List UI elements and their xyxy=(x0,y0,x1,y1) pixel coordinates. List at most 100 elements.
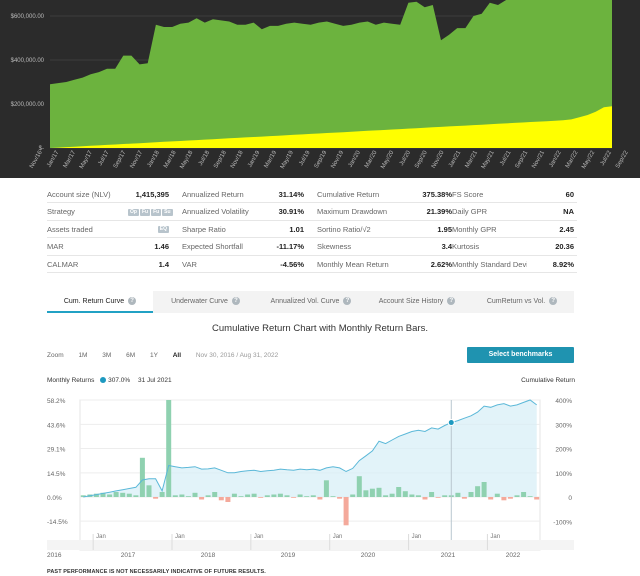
monthly-return-bar[interactable] xyxy=(488,497,494,500)
help-icon[interactable]: ? xyxy=(447,297,456,306)
monthly-return-bar[interactable] xyxy=(271,494,277,498)
monthly-return-bar[interactable] xyxy=(468,492,474,497)
monthly-return-bar[interactable] xyxy=(363,490,369,497)
monthly-return-bar[interactable] xyxy=(376,487,382,497)
top-x-tick-label: May/17 xyxy=(79,149,94,170)
monthly-return-bar[interactable] xyxy=(396,487,402,497)
zoom-1y-button[interactable]: 1Y xyxy=(149,352,158,359)
monthly-return-bar[interactable] xyxy=(245,494,251,498)
top-x-tick-label: Mar/19 xyxy=(264,149,279,169)
monthly-return-bar[interactable] xyxy=(475,486,481,497)
x-axis-year-label: 2018 xyxy=(201,552,216,559)
monthly-return-bar[interactable] xyxy=(304,496,310,497)
monthly-return-bar[interactable] xyxy=(527,496,533,497)
monthly-return-bar[interactable] xyxy=(205,495,211,497)
top-x-tick-label: May/18 xyxy=(179,149,194,170)
help-icon[interactable]: ? xyxy=(128,297,137,306)
monthly-return-bar[interactable] xyxy=(107,494,113,498)
monthly-return-bar[interactable] xyxy=(146,485,152,497)
monthly-return-bar[interactable] xyxy=(507,497,513,499)
top-x-tick-label: Jan/20 xyxy=(348,149,363,168)
top-y-tick-label: $600,000.00 xyxy=(11,14,45,20)
monthly-return-bar[interactable] xyxy=(534,497,540,500)
monthly-return-bar[interactable] xyxy=(369,488,375,497)
monthly-return-bar[interactable] xyxy=(166,400,172,497)
monthly-return-bar[interactable] xyxy=(120,492,126,497)
monthly-return-bar[interactable] xyxy=(258,497,264,498)
monthly-return-bar[interactable] xyxy=(383,495,389,497)
monthly-return-bar[interactable] xyxy=(80,495,86,497)
left-axis-tick: 58.2% xyxy=(47,398,66,405)
monthly-return-bar[interactable] xyxy=(113,492,119,497)
zoom-6m-button[interactable]: 6M xyxy=(126,352,136,359)
date-range[interactable]: Nov 30, 2016 / Aug 31, 2022 xyxy=(195,352,279,359)
monthly-return-bar[interactable] xyxy=(284,495,290,497)
legend-cumulative-return[interactable]: Cumulative Return xyxy=(521,377,575,384)
monthly-return-bar[interactable] xyxy=(192,492,198,497)
navigator-strip[interactable] xyxy=(47,540,574,550)
top-x-tick-label: Nov/18 xyxy=(230,149,245,169)
legend-monthly-returns[interactable]: Monthly Returns xyxy=(47,377,95,384)
tab-cum-return-curve[interactable]: Cum. Return Curve? xyxy=(47,291,153,313)
monthly-return-bar[interactable] xyxy=(389,493,395,497)
zoom-3m-button[interactable]: 3M xyxy=(102,352,112,359)
tab-account-size-history[interactable]: Account Size History? xyxy=(364,291,470,313)
monthly-return-bar[interactable] xyxy=(343,497,349,526)
monthly-return-bar[interactable] xyxy=(514,495,520,497)
monthly-return-bar[interactable] xyxy=(461,497,467,499)
monthly-return-bar[interactable] xyxy=(93,493,99,497)
monthly-return-bar[interactable] xyxy=(100,492,106,497)
monthly-return-bar[interactable] xyxy=(225,497,231,502)
monthly-return-bar[interactable] xyxy=(251,493,257,497)
monthly-return-bar[interactable] xyxy=(337,497,343,499)
help-icon[interactable]: ? xyxy=(231,297,240,306)
monthly-return-bar[interactable] xyxy=(212,492,218,497)
series-marker-point[interactable] xyxy=(447,419,455,427)
monthly-return-bar[interactable] xyxy=(199,497,205,500)
select-benchmarks-button[interactable]: Select benchmarks xyxy=(467,347,574,363)
tab-cumreturn-vs-vol[interactable]: CumReturn vs Vol.? xyxy=(470,291,574,313)
x-axis-year-label: 2016 xyxy=(47,552,62,559)
stat-label: Assets traded xyxy=(47,224,93,234)
monthly-return-bar[interactable] xyxy=(481,482,487,497)
monthly-return-bar[interactable] xyxy=(179,494,185,498)
monthly-return-bar[interactable] xyxy=(350,494,356,498)
monthly-return-bar[interactable] xyxy=(409,494,415,498)
tab-underwater-curve[interactable]: Underwater Curve? xyxy=(153,291,258,313)
monthly-return-bar[interactable] xyxy=(330,496,336,497)
monthly-return-bar[interactable] xyxy=(415,495,421,497)
monthly-return-bar[interactable] xyxy=(310,495,316,497)
monthly-return-bar[interactable] xyxy=(139,457,145,497)
monthly-return-bar[interactable] xyxy=(455,492,461,497)
monthly-return-bar[interactable] xyxy=(231,493,237,497)
monthly-return-bar[interactable] xyxy=(356,476,362,497)
monthly-return-bar[interactable] xyxy=(429,492,435,497)
monthly-return-bar[interactable] xyxy=(238,496,244,497)
monthly-return-bar[interactable] xyxy=(435,497,441,498)
monthly-return-bar[interactable] xyxy=(521,492,527,497)
monthly-return-bar[interactable] xyxy=(264,495,270,497)
monthly-return-bar[interactable] xyxy=(317,497,323,500)
help-icon[interactable]: ? xyxy=(343,297,352,306)
monthly-return-bar[interactable] xyxy=(291,497,297,498)
monthly-return-bar[interactable] xyxy=(185,496,191,497)
monthly-return-bar[interactable] xyxy=(494,493,500,497)
monthly-return-bar[interactable] xyxy=(323,480,329,497)
monthly-return-bar[interactable] xyxy=(133,495,139,497)
monthly-return-bar[interactable] xyxy=(297,494,303,498)
monthly-return-bar[interactable] xyxy=(159,492,165,497)
monthly-return-bar[interactable] xyxy=(153,497,159,499)
monthly-return-bar[interactable] xyxy=(442,495,448,497)
monthly-return-bar[interactable] xyxy=(172,495,178,497)
monthly-return-bar[interactable] xyxy=(126,493,132,497)
monthly-return-bar[interactable] xyxy=(422,497,428,500)
monthly-return-bar[interactable] xyxy=(501,497,507,501)
zoom-all-button[interactable]: All xyxy=(172,352,182,359)
monthly-return-bar[interactable] xyxy=(402,491,408,497)
monthly-return-bar[interactable] xyxy=(277,493,283,497)
zoom-1m-button[interactable]: 1M xyxy=(78,352,88,359)
stat-value: 20.36 xyxy=(555,242,574,252)
monthly-return-bar[interactable] xyxy=(218,497,224,501)
tab-annualized-vol-curve[interactable]: Annualized Vol. Curve? xyxy=(258,291,364,313)
help-icon[interactable]: ? xyxy=(549,297,558,306)
